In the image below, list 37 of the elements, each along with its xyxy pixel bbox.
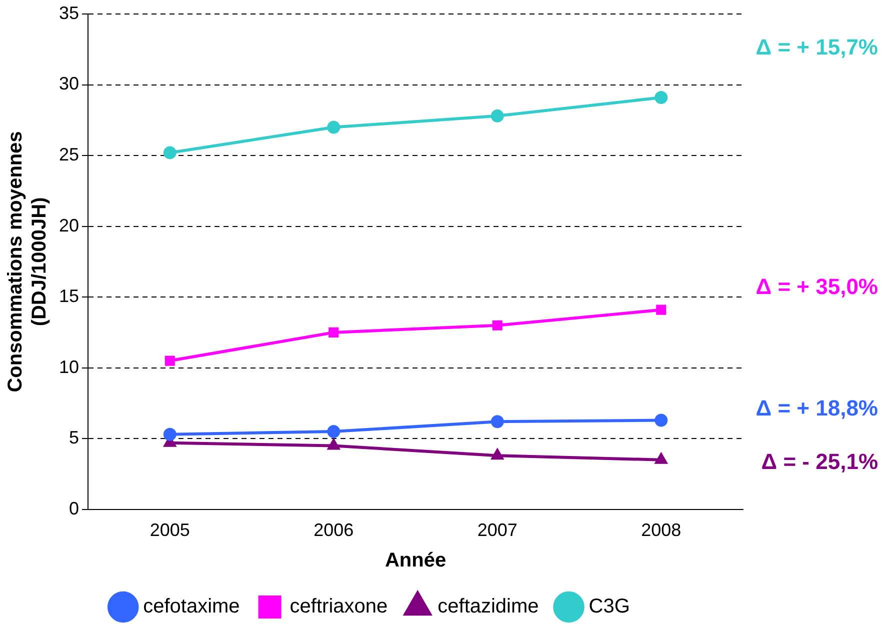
x-tick-label: 2008 xyxy=(641,520,682,540)
y-tick-label: 35 xyxy=(58,2,80,23)
y-tick-label: 20 xyxy=(58,215,80,236)
y-axis-title: Consommations moyennes (DDJ/1000JH) xyxy=(4,131,51,392)
point xyxy=(327,425,340,438)
point xyxy=(492,320,502,330)
text: Δ = - 25,1% xyxy=(761,448,878,474)
x-tick-label: 2007 xyxy=(477,520,518,540)
y-tick-label: 0 xyxy=(69,498,80,518)
legend-label: ceftriaxone xyxy=(290,596,388,618)
text: Δ = + 35,0% xyxy=(756,274,878,299)
text: Δ = + 15,7% xyxy=(756,34,878,60)
point xyxy=(164,356,175,366)
x-tick-label: 2006 xyxy=(314,520,354,540)
x-tick-label: 2005 xyxy=(150,520,190,540)
point xyxy=(492,449,504,460)
legend-label: cefotaxime xyxy=(143,596,240,618)
legend-label: C3G xyxy=(588,596,630,618)
point xyxy=(490,415,504,428)
point xyxy=(327,120,340,134)
y-tick-label: 5 xyxy=(69,428,80,448)
point xyxy=(490,109,504,122)
legend-label: ceftazidime xyxy=(438,596,539,618)
y-tick-label: 30 xyxy=(58,74,80,94)
y-tick-label: 25 xyxy=(58,144,80,165)
x-axis-title: Année xyxy=(384,550,446,572)
point xyxy=(656,304,666,315)
y-tick-label: 10 xyxy=(58,356,80,377)
point xyxy=(163,146,176,160)
point xyxy=(654,414,668,427)
point xyxy=(163,428,176,441)
point xyxy=(654,91,668,104)
point xyxy=(328,439,340,450)
point xyxy=(328,327,339,338)
text: Δ = + 18,8% xyxy=(756,395,878,420)
y-tick-label: 15 xyxy=(58,286,80,306)
point xyxy=(655,453,667,464)
